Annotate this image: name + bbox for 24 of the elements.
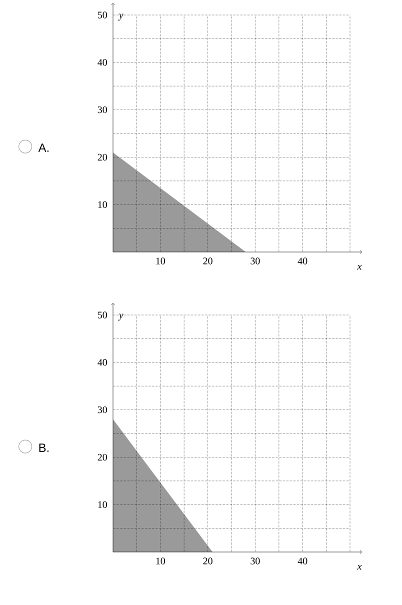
x-tick-label: 40 [298,558,308,564]
y-tick-label: 10 [98,201,107,208]
text: B. [39,444,49,452]
y-tick-label: 50 [98,12,107,18]
x-tick-label: 10 [156,558,166,564]
y-tick-label: 40 [98,359,107,366]
x-axis-title: x [357,264,362,270]
y-tick-label: 30 [98,106,107,114]
text: A. [38,144,49,152]
x-tick-label: 30 [250,558,260,564]
x-tick-label: 40 [298,258,308,264]
y-tick-label: 10 [98,501,107,508]
y-axis-title: y [118,314,124,321]
y-tick-label: 20 [98,454,107,461]
x-tick-label: 20 [203,558,212,564]
y-tick-label: 50 [98,312,107,318]
y-tick-label: 40 [98,59,107,66]
x-tick-label: 10 [156,258,166,264]
x-tick-label: 30 [250,258,260,264]
y-tick-label: 20 [98,154,107,161]
y-tick-label: 30 [98,406,107,414]
y-axis-title: y [118,14,124,21]
x-tick-label: 20 [203,258,212,264]
x-axis-title: x [357,565,362,570]
